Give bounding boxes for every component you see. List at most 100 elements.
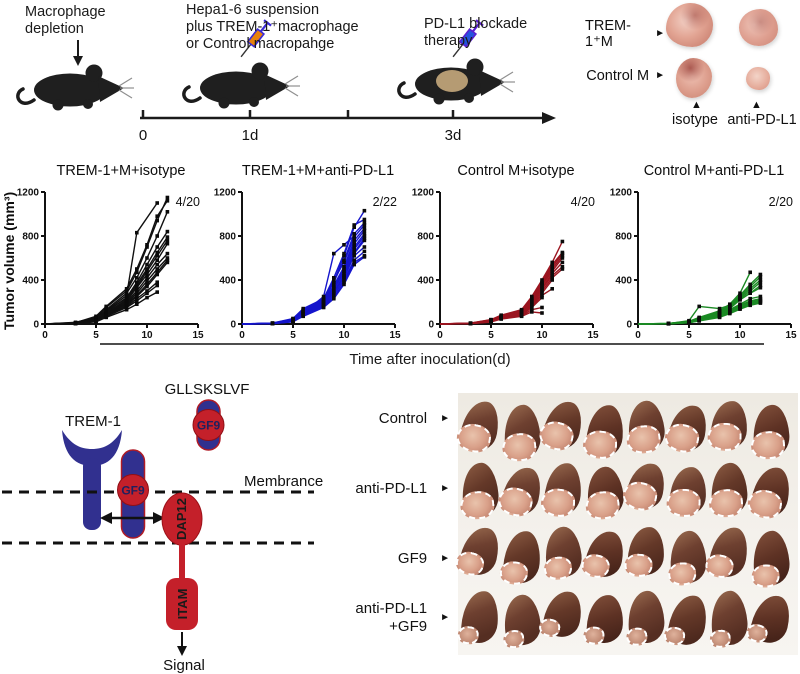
liver-lobe bbox=[536, 397, 586, 454]
trem1-receptor-stem bbox=[83, 458, 101, 530]
liver-lobe bbox=[582, 594, 624, 645]
svg-text:5: 5 bbox=[93, 330, 99, 341]
tumor-outline bbox=[744, 622, 769, 645]
charts-x-axis-label: Time after inoculation(d) bbox=[349, 351, 511, 368]
timeline-tick-0: 0 bbox=[139, 127, 147, 144]
liver-lobe bbox=[620, 459, 669, 514]
tumor-outline bbox=[750, 563, 781, 589]
mouse-icon bbox=[182, 60, 302, 111]
tumor-photo bbox=[676, 58, 712, 98]
liver-lobe bbox=[454, 398, 503, 455]
timeline-step3-label: PD-L1 blockade therapy bbox=[424, 16, 528, 49]
svg-text:0: 0 bbox=[626, 320, 632, 331]
liver-lobe bbox=[708, 461, 749, 519]
liver-lobe bbox=[453, 523, 503, 579]
tumor-photo-panel: TREM-1⁺M ► Control M ► bbox=[580, 0, 800, 135]
trem1-label: TREM-1 bbox=[65, 413, 121, 430]
svg-text:10: 10 bbox=[536, 330, 548, 341]
arrow-right-icon: ► bbox=[440, 553, 450, 564]
tumor-col2-label: anti-PD-L1 bbox=[727, 112, 797, 128]
chart4-title: Control M+anti-PD-L1 bbox=[643, 163, 785, 179]
liver-photo-panel bbox=[453, 393, 798, 655]
gf9-circle bbox=[117, 474, 149, 506]
tumor-outline bbox=[625, 626, 648, 647]
gf9-label: GF9 bbox=[197, 419, 221, 433]
svg-text:5: 5 bbox=[290, 330, 296, 341]
tumor-outline bbox=[579, 551, 611, 580]
svg-text:0: 0 bbox=[239, 330, 245, 341]
svg-text:0: 0 bbox=[230, 320, 236, 331]
tumor-outline bbox=[707, 422, 743, 452]
tumor-photo bbox=[739, 9, 778, 46]
arrow-up-icon: ▲ bbox=[751, 99, 762, 111]
tumor-outline bbox=[745, 487, 784, 521]
tumor-outline bbox=[583, 489, 621, 522]
svg-text:2/22: 2/22 bbox=[373, 195, 397, 209]
liver-lobe bbox=[744, 591, 794, 647]
liver-lobe bbox=[745, 464, 793, 521]
liver-lobe bbox=[540, 461, 583, 518]
signal-label: Signal bbox=[163, 657, 205, 674]
svg-text:800: 800 bbox=[615, 232, 632, 243]
svg-text:0: 0 bbox=[42, 330, 48, 341]
liver-lobe bbox=[708, 589, 750, 649]
experimental-timeline-diagram: 0 1d 3d bbox=[16, 19, 556, 144]
timeline-tick-3d: 3d bbox=[445, 127, 462, 144]
timeline-step1-label: Macrophage depletion bbox=[25, 4, 106, 37]
svg-text:10: 10 bbox=[734, 330, 746, 341]
tumor-outline bbox=[536, 418, 577, 454]
tumor-outline bbox=[662, 625, 686, 647]
tumor-outline bbox=[498, 560, 529, 586]
svg-text:1200: 1200 bbox=[412, 188, 435, 199]
svg-text:1200: 1200 bbox=[214, 188, 237, 199]
tumor-row1-label: TREM-1⁺M ► bbox=[585, 18, 665, 50]
itam-label: ITAM bbox=[175, 589, 190, 620]
tumor-outline bbox=[703, 552, 736, 580]
svg-text:0: 0 bbox=[437, 330, 443, 341]
liver-lobe bbox=[459, 461, 501, 521]
svg-text:10: 10 bbox=[141, 330, 153, 341]
liver-lobe bbox=[707, 400, 748, 452]
tumor-outline bbox=[665, 488, 701, 518]
tumor-outline bbox=[495, 484, 535, 520]
tumor-outline bbox=[501, 628, 525, 650]
tumor-outline bbox=[454, 421, 493, 455]
tumor-row2-label: Control M ► bbox=[586, 68, 665, 84]
liver-lobe bbox=[457, 589, 500, 645]
liver-lobe bbox=[537, 587, 586, 641]
liver-row-label-control: Control ► bbox=[378, 410, 450, 427]
syringe-icon bbox=[452, 19, 484, 58]
tumor-outline bbox=[459, 489, 496, 521]
tumor-spot bbox=[436, 70, 468, 92]
mouse-icon bbox=[16, 62, 136, 113]
svg-text:15: 15 bbox=[192, 330, 204, 341]
arrow-up-icon: ▲ bbox=[691, 99, 702, 111]
svg-text:400: 400 bbox=[417, 276, 434, 287]
chart1-title: TREM-1+M+isotype bbox=[56, 163, 186, 179]
tumor-outline bbox=[620, 479, 660, 514]
svg-text:4/20: 4/20 bbox=[571, 195, 595, 209]
tumor-outline bbox=[666, 561, 697, 587]
tumor-outline bbox=[708, 488, 744, 519]
liver-row-label-antipdl1: anti-PD-L1 ► bbox=[355, 480, 450, 497]
svg-text:5: 5 bbox=[686, 330, 692, 341]
timeline-arrowhead-icon bbox=[542, 112, 556, 124]
tumor-photo bbox=[666, 3, 713, 47]
svg-text:4/20: 4/20 bbox=[176, 195, 200, 209]
svg-text:400: 400 bbox=[219, 276, 236, 287]
liver-lobe bbox=[581, 403, 625, 460]
tumor-outline bbox=[749, 430, 786, 461]
tumor-outline bbox=[624, 553, 653, 578]
svg-text:15: 15 bbox=[389, 330, 401, 341]
signaling-pathway-diagram: GLLSKSLVF GF9 TREM-1 Membrance GF9 DAP12… bbox=[2, 381, 323, 674]
down-arrow-icon bbox=[73, 40, 83, 66]
gf9-circle bbox=[192, 409, 225, 441]
chart3-title: Control M+isotype bbox=[457, 163, 575, 179]
liver-lobe bbox=[703, 524, 752, 580]
chart-trem1-antipdl1: 0 400 800 1200 0 5 10 15 2/22 bbox=[214, 188, 401, 342]
timeline-tick-1d: 1d bbox=[242, 127, 259, 144]
liver-lobe bbox=[498, 529, 542, 586]
svg-text:800: 800 bbox=[417, 232, 434, 243]
liver-lobe bbox=[624, 526, 665, 578]
